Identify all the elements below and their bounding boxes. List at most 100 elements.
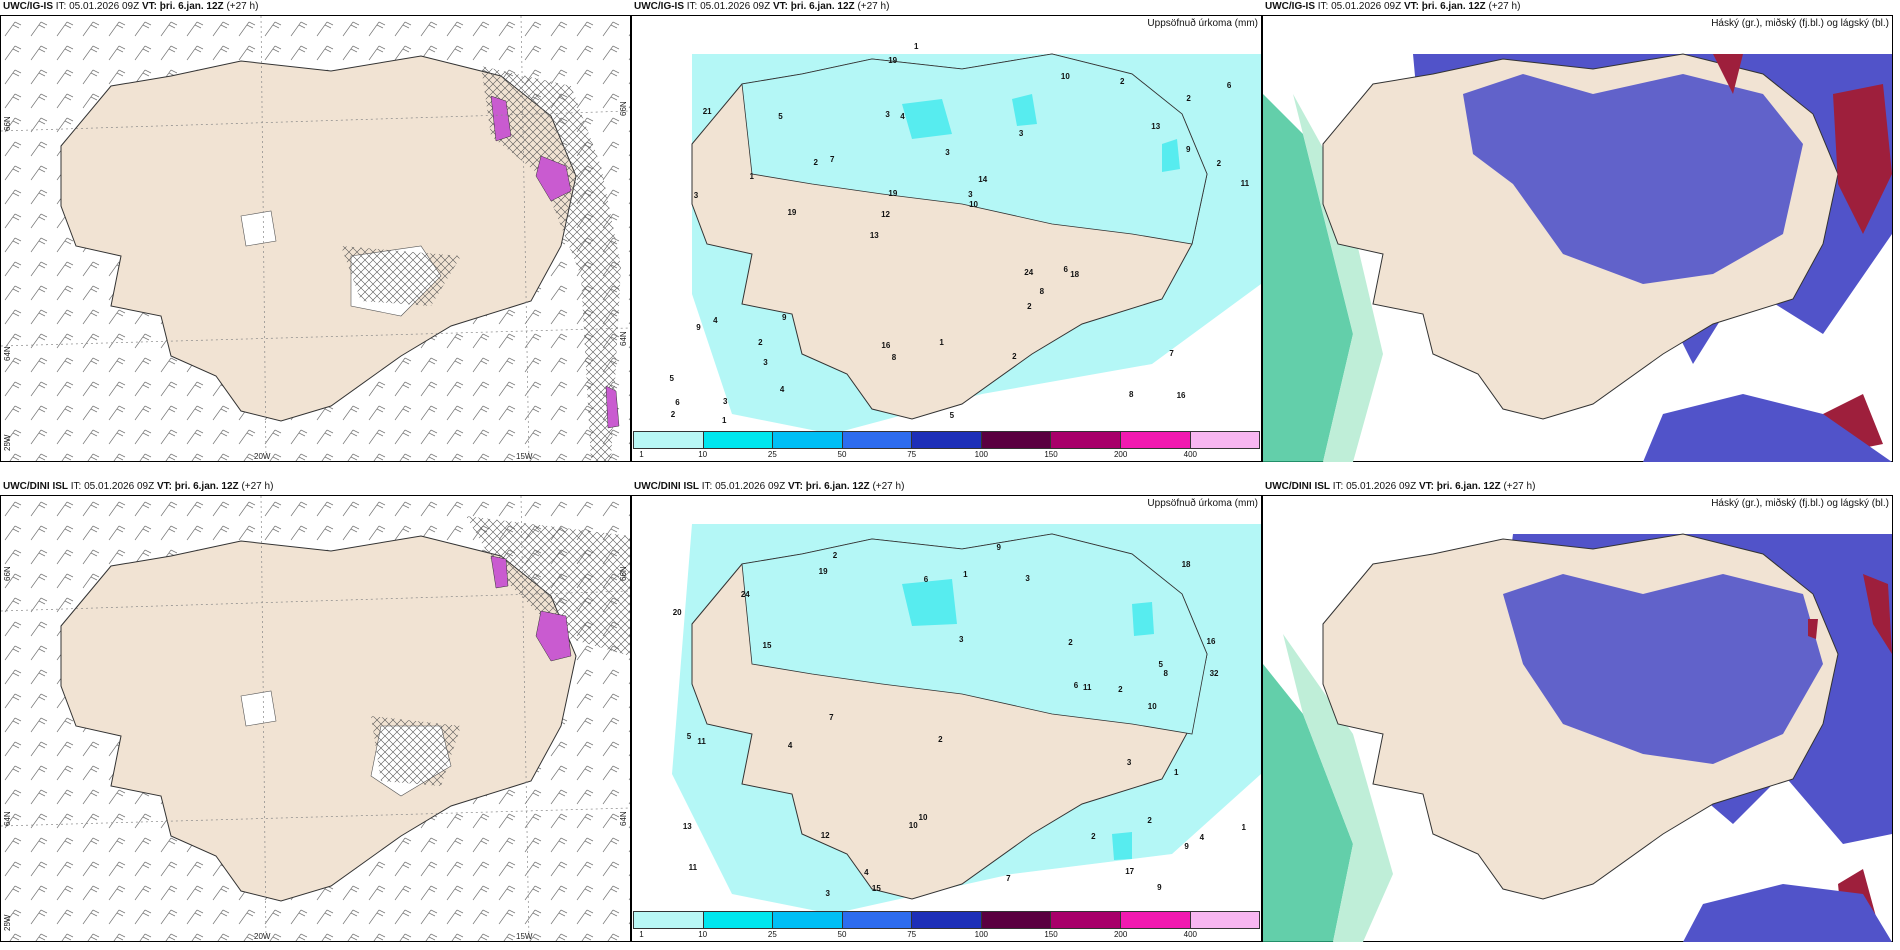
lat-label: 66N xyxy=(3,116,12,131)
vt-label: VT: xyxy=(1418,481,1434,492)
precip-value: 2 xyxy=(813,157,818,167)
precip-value: 11 xyxy=(1083,683,1092,693)
it-label: IT: xyxy=(1317,1,1329,12)
precip-pink xyxy=(490,95,512,142)
model-name: UWC/DINI ISL xyxy=(634,481,699,492)
iceland-land xyxy=(60,535,577,902)
it-value: 05.01.2026 09Z xyxy=(1346,481,1417,492)
precip-mid xyxy=(1112,832,1132,860)
precip-value: 2 xyxy=(938,734,943,744)
precip-value: 24 xyxy=(1024,267,1034,277)
hatch-area xyxy=(481,66,621,461)
precip-value: 9 xyxy=(1186,145,1191,155)
lead-time: (+27 h) xyxy=(226,1,259,12)
precip-value: 13 xyxy=(1151,122,1161,132)
precip-value: 3 xyxy=(825,888,830,898)
cloud-panel-top: UWC/IG-IS IT: 05.01.2026 09Z VT: þri. 6.… xyxy=(1262,1,1893,462)
precip-mid xyxy=(902,579,957,626)
vt-value: þri. 6.jan. 12Z xyxy=(805,481,870,492)
precip-value: 5 xyxy=(778,111,783,121)
it-value: 05.01.2026 09Z xyxy=(69,1,140,12)
precip-value: 17 xyxy=(1125,866,1135,876)
precip-value: 5 xyxy=(686,731,692,741)
blue-lower xyxy=(1683,884,1892,942)
colorbar-cell xyxy=(1120,432,1191,448)
precip-value: 15 xyxy=(871,883,881,893)
cloud-map xyxy=(1263,533,1892,942)
colorbar-label: 200 xyxy=(1113,450,1128,459)
precip-value: 2 xyxy=(758,337,763,347)
precip-value: 6 xyxy=(675,398,680,408)
colorbar-cell xyxy=(912,432,982,448)
precip-value: 7 xyxy=(830,155,835,165)
model-name: UWC/DINI ISL xyxy=(3,481,68,492)
hatch-area xyxy=(341,246,461,306)
colorbar-cell xyxy=(1190,912,1260,928)
colorbar-label: 1 xyxy=(639,450,644,459)
lead-time: (+27 h) xyxy=(1503,481,1536,492)
precip-value: 11 xyxy=(688,862,698,872)
colorbar-cell xyxy=(912,912,982,928)
precip-value: 8 xyxy=(891,353,897,363)
precip-value: 9 xyxy=(996,542,1001,552)
lat-label: 66N xyxy=(3,566,12,581)
precip-value: 19 xyxy=(888,56,898,66)
precip-value: 2 xyxy=(1186,93,1191,103)
lat-label: 66N xyxy=(619,566,628,581)
precip-pink xyxy=(535,610,572,662)
precip-pink xyxy=(535,155,572,202)
panel-header: UWC/DINI ISL IT: 05.01.2026 09Z VT: þri.… xyxy=(3,481,273,492)
colorbar-label: 150 xyxy=(1044,450,1058,459)
colorbar-label: 150 xyxy=(1044,930,1058,939)
vt-value: þri. 6.jan. 12Z xyxy=(1421,1,1486,12)
lead-time: (+27 h) xyxy=(241,481,274,492)
lead-time: (+27 h) xyxy=(872,481,905,492)
precip-mid xyxy=(1132,602,1154,636)
precip-value: 12 xyxy=(820,830,830,840)
lon-label: 25W xyxy=(3,914,12,931)
hatch-area xyxy=(371,716,461,786)
precip-value: 2 xyxy=(1147,816,1152,826)
precip-covered-land xyxy=(741,533,1208,735)
precip-value: 3 xyxy=(968,189,973,199)
precip-value: 19 xyxy=(787,207,797,217)
precip-value: 21 xyxy=(702,107,712,117)
lat-label: 64N xyxy=(3,346,12,361)
it-label: IT: xyxy=(70,481,82,492)
precip-value: 4 xyxy=(713,315,718,325)
precip-pink xyxy=(490,555,509,589)
model-name: UWC/IG-IS xyxy=(1265,1,1315,12)
colorbar-cell xyxy=(773,912,843,928)
colorbar-cell xyxy=(634,912,704,928)
precip-panel-bottom: UWC/DINI ISL IT: 05.01.2026 09Z VT: þri.… xyxy=(631,481,1262,942)
colorbar-label: 50 xyxy=(837,450,847,459)
precip-value: 4 xyxy=(779,385,785,395)
wind-map xyxy=(1,16,630,461)
green-high-cloud xyxy=(1263,664,1353,942)
it-value: 05.01.2026 09Z xyxy=(1331,1,1402,12)
cloud-panel-bottom: UWC/DINI ISL IT: 05.01.2026 09Z VT: þri.… xyxy=(1262,481,1893,942)
panel-header: UWC/IG-IS IT: 05.01.2026 09Z VT: þri. 6.… xyxy=(3,1,258,12)
precip-value: 3 xyxy=(693,190,699,200)
lon-label: 15W xyxy=(516,452,533,461)
red-low-cloud xyxy=(1863,574,1892,654)
precip-value: 11 xyxy=(1240,178,1250,188)
precip-value: 1 xyxy=(749,171,754,181)
wind-panel-bottom: UWC/DINI ISL IT: 05.01.2026 09Z VT: þri.… xyxy=(0,481,631,942)
colorbar-cell xyxy=(1190,432,1260,448)
lat-label: 66N xyxy=(619,101,628,116)
precip-value: 13 xyxy=(869,231,879,241)
precip-value: 24 xyxy=(740,590,750,600)
precip-value: 1 xyxy=(722,416,727,426)
it-value: 05.01.2026 09Z xyxy=(84,481,155,492)
blue-over-land xyxy=(1463,74,1803,284)
precip-value: 10 xyxy=(918,813,928,823)
colorbar-cell xyxy=(1051,912,1121,928)
colorbar-labels: 1 10 25 50 75 100 150 200 400 xyxy=(633,450,1260,460)
precip-title: Uppsöfnuð úrkoma (mm) xyxy=(1147,498,1258,509)
colorbar-labels: 1 10 25 50 75 100 150 200 400 xyxy=(633,930,1260,940)
model-name: UWC/DINI ISL xyxy=(1265,481,1330,492)
precip-value: 10 xyxy=(1060,72,1070,82)
precip-pink xyxy=(605,385,620,429)
precip-value: 3 xyxy=(1025,574,1030,584)
